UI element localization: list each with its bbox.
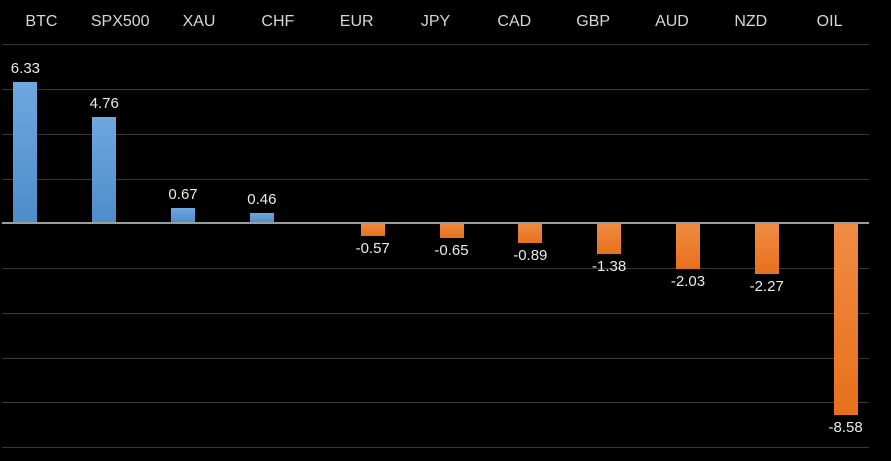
category-label-gbp: GBP <box>576 13 611 30</box>
zero-axis-line <box>2 222 869 225</box>
gridline <box>2 357 869 359</box>
gridline <box>2 402 869 404</box>
bar-value-label-btc: 6.33 <box>10 59 41 77</box>
category-label-xau: XAU <box>182 13 216 30</box>
category-label-nzd: NZD <box>734 13 768 30</box>
bar-aud <box>675 223 700 269</box>
bar-spx500 <box>92 116 117 224</box>
bar-chf <box>249 213 274 224</box>
bar-cad <box>518 223 543 244</box>
category-label-eur: EUR <box>339 13 374 30</box>
gridline <box>2 133 869 135</box>
bar-value-label-oil: -8.58 <box>828 419 863 437</box>
bar-value-label-jpy: -0.65 <box>434 241 469 259</box>
bar-jpy <box>439 223 464 238</box>
bar-nzd <box>754 223 779 275</box>
gridline <box>2 89 869 91</box>
category-label-btc: BTC <box>25 13 58 30</box>
bar-value-label-chf: 0.46 <box>247 191 277 209</box>
bar-eur <box>360 223 385 237</box>
bar-value-label-nzd: -2.27 <box>749 278 784 296</box>
category-label-oil: OIL <box>816 13 843 30</box>
category-label-jpy: JPY <box>420 13 451 30</box>
category-label-chf: CHF <box>261 13 295 30</box>
bar-oil <box>833 223 858 416</box>
category-label-spx500: SPX500 <box>90 13 150 30</box>
bar-value-label-spx500: 4.76 <box>89 94 119 112</box>
bar-btc <box>13 81 38 224</box>
bar-xau <box>171 208 196 224</box>
bar-value-label-aud: -2.03 <box>670 272 706 290</box>
gridline <box>2 44 869 46</box>
bar-value-label-eur: -0.57 <box>355 240 390 258</box>
bar-value-label-xau: 0.67 <box>168 186 198 204</box>
gridline <box>2 268 869 270</box>
category-label-cad: CAD <box>497 13 532 30</box>
gridline <box>2 312 869 314</box>
gridline <box>2 178 869 180</box>
gridline <box>2 447 869 449</box>
bar-value-label-gbp: -1.38 <box>592 258 627 276</box>
bar-value-label-cad: -0.89 <box>513 247 548 265</box>
bar-gbp <box>597 223 622 255</box>
category-label-aud: AUD <box>655 13 689 30</box>
